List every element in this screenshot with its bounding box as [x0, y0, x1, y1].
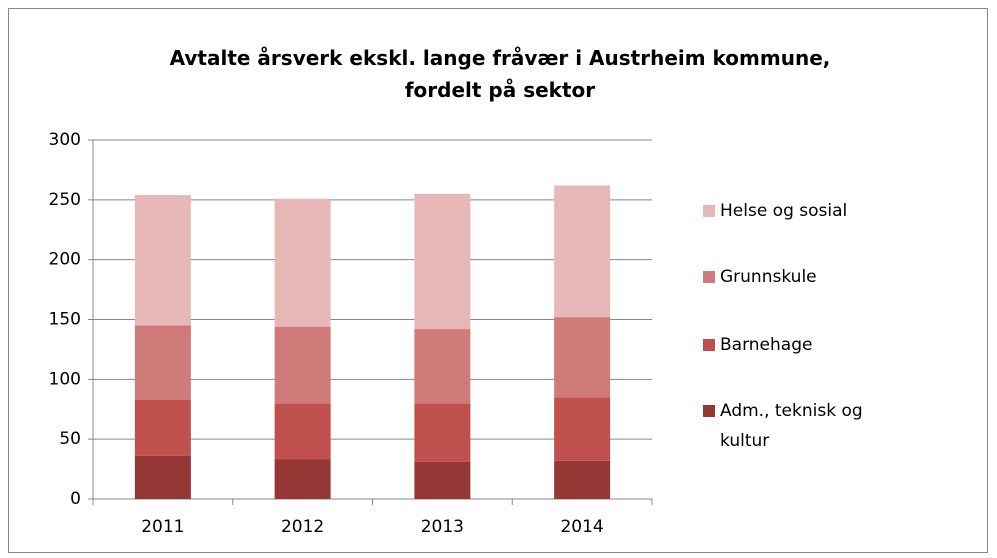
legend-label: Barnehage — [720, 335, 813, 355]
bar-segment — [414, 193, 471, 330]
bar-segment — [414, 403, 471, 462]
bar-segment — [554, 185, 611, 318]
legend-swatch — [703, 205, 715, 217]
bar-segment — [274, 459, 331, 499]
legend-label: Grunnskule — [720, 267, 817, 287]
bar-segment — [274, 326, 331, 404]
legend-label: Adm., teknisk og kultur — [720, 401, 863, 451]
y-tick-label: 250 — [49, 190, 81, 210]
chart-border — [8, 8, 988, 553]
bar-segment — [274, 198, 331, 327]
bar-segment — [134, 325, 191, 400]
y-tick-label: 150 — [49, 310, 81, 330]
legend-swatch — [703, 339, 715, 351]
x-tick-label: 2014 — [560, 517, 603, 537]
legend-label: Helse og sosial — [720, 201, 848, 221]
bar-segment — [414, 329, 471, 404]
legend-item: Helse og sosial — [700, 196, 900, 226]
x-tick-label: 2013 — [421, 517, 464, 537]
bar-segment — [414, 461, 471, 499]
bar-segment — [554, 460, 611, 499]
bar-segment — [134, 399, 191, 456]
bar-segment — [554, 397, 611, 461]
y-tick-label: 200 — [49, 250, 81, 270]
bar-segment — [554, 317, 611, 398]
y-tick-label: 100 — [49, 369, 81, 389]
legend-item: Barnehage — [700, 330, 900, 360]
legend-swatch — [703, 271, 715, 283]
chart-title: Avtalte årsverk ekskl. lange fråvær i Au… — [169, 46, 831, 102]
y-tick-label: 300 — [49, 130, 81, 150]
bar-segment — [134, 455, 191, 499]
legend-item: Adm., teknisk og kultur — [700, 396, 900, 456]
bar-segment — [134, 195, 191, 326]
legend-swatch — [703, 405, 715, 417]
legend-item: Grunnskule — [700, 262, 900, 292]
y-tick-label: 0 — [70, 489, 81, 509]
y-tick-label: 50 — [59, 429, 81, 449]
x-tick-label: 2012 — [281, 517, 324, 537]
x-tick-label: 2011 — [141, 517, 184, 537]
bar-segment — [274, 403, 331, 460]
